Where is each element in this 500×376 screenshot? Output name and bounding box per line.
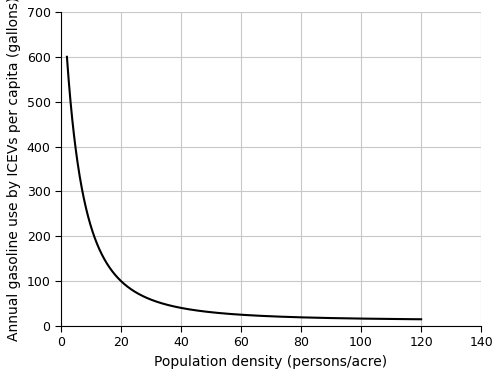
X-axis label: Population density (persons/acre): Population density (persons/acre) <box>154 355 388 369</box>
Y-axis label: Annual gasoline use by ICEVs per capita (gallons): Annual gasoline use by ICEVs per capita … <box>7 0 21 341</box>
